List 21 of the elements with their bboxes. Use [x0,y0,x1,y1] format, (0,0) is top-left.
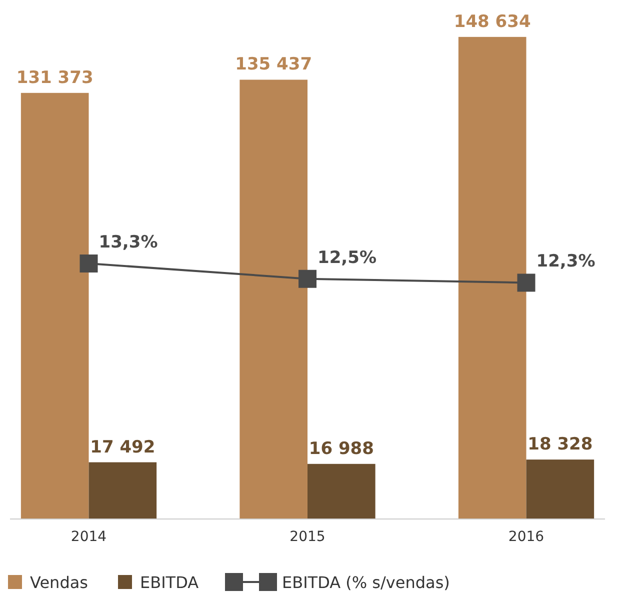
data-label: 16 988 [308,438,374,459]
legend-label: EBITDA (% s/vendas) [282,573,450,592]
data-label: 148 634 [454,12,531,32]
bar [526,460,594,519]
data-label: 17 492 [90,437,156,458]
bar [308,464,376,519]
data-label: 18 328 [528,434,593,455]
data-label: 12,5% [318,248,376,268]
bar [458,36,526,519]
legend-label: EBITDA [140,573,199,592]
data-label: 13,3% [98,232,158,252]
bar [20,92,89,519]
legend-label: Vendas [30,573,88,592]
x-tick-label: 2016 [508,529,544,545]
data-label: 131 373 [16,68,94,88]
data-label: 135 437 [235,54,312,75]
data-label: 12,3% [536,252,596,272]
bar [88,462,157,519]
x-tick-label: 2014 [70,529,107,545]
bar [240,80,308,519]
x-tick-label: 2015 [290,529,326,545]
